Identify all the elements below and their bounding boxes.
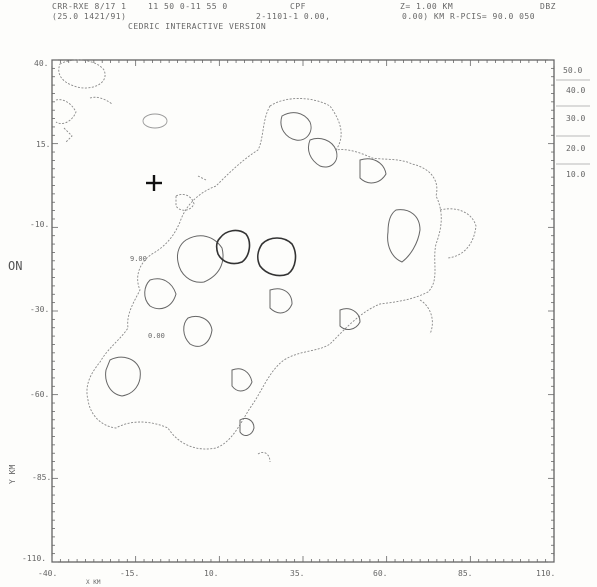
x-tick-label: 10.: [204, 569, 219, 578]
contour-mid: [177, 235, 224, 283]
y-tick-label: 15.: [36, 140, 51, 149]
x-tick-label: 85.: [458, 569, 473, 578]
contour-outer-group: [55, 59, 477, 463]
legend-level: 50.0: [563, 66, 583, 75]
contour-value-label: 9.00: [130, 255, 147, 263]
contour-outer: [63, 127, 73, 143]
contour-outer: [55, 99, 77, 124]
contour-mid: [307, 137, 338, 168]
y-tick-label: -110.: [22, 554, 47, 563]
y-tick-label: 40.: [34, 59, 49, 68]
plot-frame: [51, 59, 555, 563]
x-tick-label: -15.: [120, 569, 140, 578]
contour-outer: [257, 451, 271, 463]
legend-level: 20.0: [566, 144, 586, 153]
header-params: R-PCIS= 90.0 050: [450, 12, 536, 21]
contour-mid-group: [105, 112, 421, 436]
contour-mid: [239, 417, 255, 436]
contour-core: [215, 229, 251, 265]
x-axis-title: X KM: [86, 579, 101, 586]
contour-outer: [197, 175, 207, 181]
x-tick-label: 110.: [536, 569, 556, 578]
legend-level: 40.0: [566, 86, 586, 95]
header-units: DBZ: [540, 2, 556, 11]
contour-outer: [439, 208, 477, 259]
y-side-label: ON: [8, 259, 23, 273]
x-tick-label: 35.: [290, 569, 305, 578]
contour-outer: [175, 193, 195, 211]
header-offset: 0.00) KM: [402, 12, 445, 21]
contour-mid: [387, 209, 421, 263]
contour-core-group: [215, 229, 297, 277]
y-tick-label: -85.: [32, 473, 52, 482]
y-tick-label: -30.: [30, 305, 50, 314]
axis-ticks: [51, 59, 555, 563]
contour-mid: [269, 288, 293, 314]
legend-dividers: [556, 79, 590, 165]
plus-marker-icon: [146, 175, 162, 191]
contour-outer: [142, 113, 168, 129]
legend-level: 30.0: [566, 114, 586, 123]
header-date: (25.0 1421/91): [52, 12, 127, 21]
contour-mid: [144, 278, 177, 310]
header-altitude: Z= 1.00 KM: [400, 2, 454, 11]
contour-mid: [183, 316, 213, 347]
legend-level: 10.0: [566, 170, 586, 179]
header-time-range: 11 50 0-11 55 0: [148, 2, 228, 11]
header-coords: 2-1101-1 0.00,: [256, 12, 331, 21]
contour-mid: [231, 368, 253, 392]
header-field: CPF: [290, 2, 306, 11]
contour-value-label: 0.00: [148, 332, 165, 340]
contour-outer: [89, 96, 113, 105]
contour-core: [257, 237, 297, 277]
contour-outer: [58, 59, 106, 89]
x-tick-label: 60.: [373, 569, 388, 578]
contour-outer: [86, 98, 442, 450]
y-tick-label: -10.: [30, 220, 50, 229]
contour-mid: [339, 308, 361, 330]
contour-mid: [359, 158, 387, 184]
y-tick-label: -60.: [30, 390, 50, 399]
contour-mid: [105, 356, 141, 397]
x-tick-label: -40.: [38, 569, 58, 578]
contour-mid: [280, 112, 312, 141]
contour-outer: [419, 299, 433, 335]
header-run-id: CRR-RXE 8/17 1: [52, 2, 127, 11]
plot-subtitle: CEDRIC INTERACTIVE VERSION: [128, 22, 267, 31]
